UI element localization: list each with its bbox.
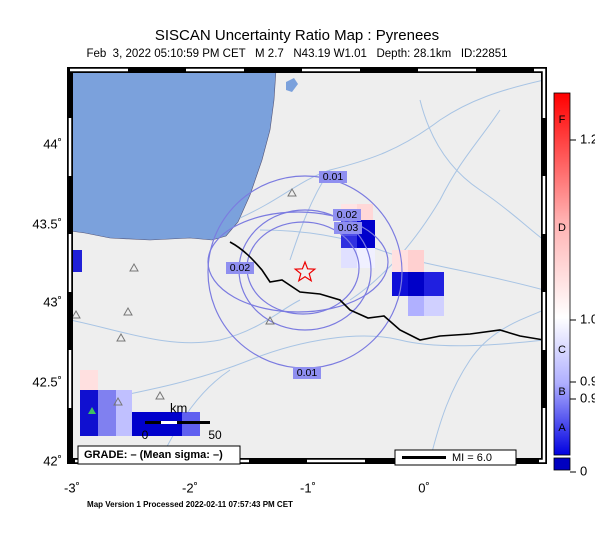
contour-label: 0.02 [230,262,251,274]
grade-letter: A [558,422,566,434]
lat-label: 42.5˚ [32,374,62,389]
title: SISCAN Uncertainty Ratio Map : Pyrenees [155,27,439,44]
lat-label: 43.5˚ [32,216,62,231]
lon-label: -3˚ [64,480,80,495]
contour-label-bg [226,262,254,274]
mi-label: MI = 6.0 [452,452,492,464]
epicenter [293,260,317,283]
frame-dashes [68,68,546,463]
contour-label-bg [319,171,347,183]
colorbar [553,92,571,456]
contour-label: 0.03 [338,222,359,234]
contour-label-bg [334,222,362,234]
scale-unit: km [170,400,187,415]
colorbar-zero [553,457,571,471]
contour-label-bg [293,367,321,379]
grade-letter: C [558,344,566,356]
lon-label: 0˚ [418,480,430,495]
mi-box [394,449,517,466]
lake [286,78,298,92]
contour-label: 0.01 [297,367,318,379]
map-area [70,70,544,461]
stations [71,187,297,406]
grade-box [77,445,241,465]
scale-bar [145,421,210,424]
grade-label: GRADE: – (Mean sigma: –) [84,449,223,461]
footer: Map Version 1 Processed 2022-02-11 07:57… [87,500,293,509]
colorbar-tick-label: 1.2 [580,131,595,146]
contour-label: 0.02 [337,209,358,221]
contour-label: 0.01 [323,171,344,183]
ocean [70,70,277,241]
contour-label-bg [333,209,361,221]
grade-letter: B [558,386,565,398]
scale-bar-seg [161,421,177,424]
station-active [88,407,96,414]
scale-label: 0 [142,428,149,442]
grade-letter: D [558,222,566,234]
colorbar-tick-label: 1.0 [580,311,595,326]
lat-label: 44˚ [43,136,62,151]
colorbar-tick-label: 0 [580,463,587,478]
lat-label: 43˚ [43,294,62,309]
lat-label: 42˚ [43,453,62,468]
lon-label: -2˚ [182,480,198,495]
grade-letter: F [559,114,566,126]
rivers [70,79,544,461]
colorbar-tick-label: 0.9 [580,373,595,388]
scale-label: 50 [208,428,222,442]
colorbar-tick-label: 0.9 [580,390,595,405]
border [229,241,544,341]
subtitle: Feb 3, 2022 05:10:59 PM CET M 2.7 N43.19… [86,48,507,60]
lon-label: -1˚ [300,480,316,495]
